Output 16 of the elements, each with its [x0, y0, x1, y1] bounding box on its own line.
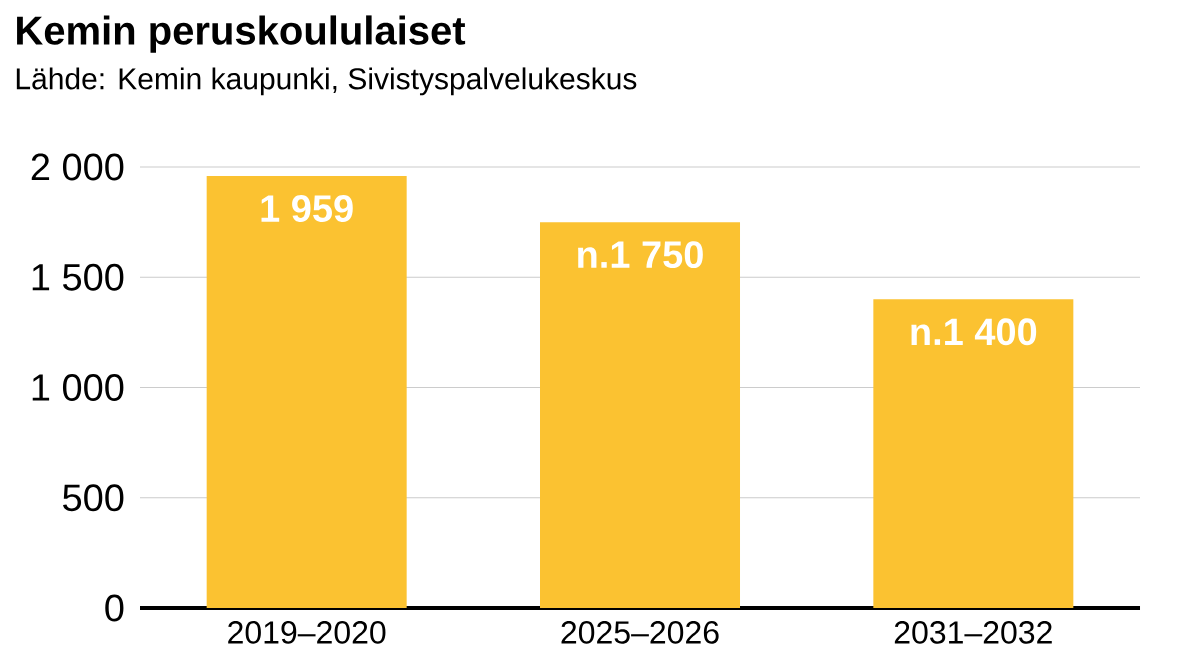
x-tick-label: 2025–2026 — [561, 621, 719, 644]
chart-title: Kemin peruskoululaiset — [17, 15, 466, 53]
bar — [540, 222, 741, 608]
y-tick-label: 1 500 — [32, 263, 124, 291]
x-tick-label: 2019–2020 — [228, 621, 386, 644]
y-tick-label: 500 — [63, 484, 124, 512]
x-tick-label: 2031–2032 — [894, 621, 1052, 644]
y-tick-label: 1 000 — [32, 374, 124, 401]
data-label: 1 959 — [261, 195, 353, 223]
bar — [873, 299, 1074, 608]
data-label: n.1 400 — [911, 318, 1037, 346]
y-tick-label: 0 — [105, 594, 124, 622]
data-label: n.1 750 — [578, 241, 703, 269]
y-tick-label: 2 000 — [31, 153, 124, 181]
bar — [206, 176, 407, 608]
chart-subtitle: Lähde: Kemin kaupunki, Sivistyspalvelukeskus — [16, 67, 637, 96]
